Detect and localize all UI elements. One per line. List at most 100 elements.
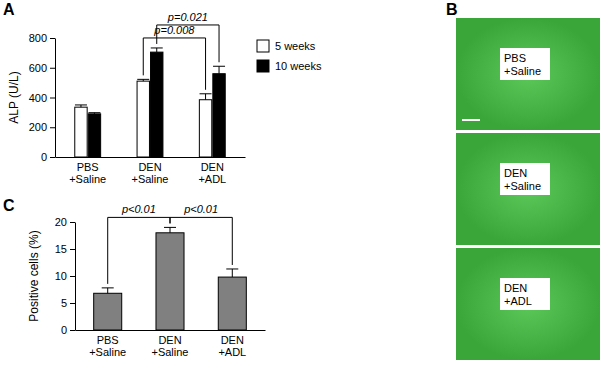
legend-swatch	[257, 60, 269, 72]
bracket-line	[143, 38, 205, 90]
x-axis	[56, 157, 246, 158]
tick-label: 5	[61, 297, 67, 309]
tick-label: 20	[55, 216, 67, 228]
bar	[151, 52, 163, 157]
tick-label: 10	[55, 270, 67, 282]
row-label: DEN+ADL	[504, 282, 532, 307]
tick: 10	[55, 270, 75, 282]
error-bar	[170, 227, 171, 232]
category-label: PBS+Saline	[69, 161, 106, 185]
error-cap	[200, 93, 212, 94]
text-line: +Saline	[69, 173, 106, 185]
tick-label: 600	[29, 62, 47, 74]
error-cap	[102, 287, 114, 288]
tick: 400	[29, 92, 55, 104]
tick-mark	[50, 68, 55, 69]
axis-line	[56, 157, 246, 158]
text-line: +Saline	[89, 346, 126, 358]
error-bar	[219, 66, 220, 73]
bar	[137, 81, 149, 157]
error-bar	[156, 48, 157, 52]
error-cap	[164, 227, 176, 228]
bar	[218, 277, 246, 330]
label-background	[500, 48, 550, 80]
tick-label: 0	[61, 324, 67, 336]
micrograph	[456, 18, 600, 130]
scale-bar	[462, 119, 480, 121]
panel-label: A	[3, 1, 15, 18]
text-line: +Saline	[151, 346, 188, 358]
text-line: PBS	[77, 161, 99, 173]
y-axis: 0 5 10 15 20	[55, 216, 76, 336]
annotation: p<0.01	[121, 203, 156, 215]
bar	[88, 114, 100, 157]
x-axis	[76, 330, 266, 331]
text-line: +Saline	[504, 65, 541, 77]
plot-marks	[75, 48, 225, 157]
bar	[213, 74, 225, 157]
tick-label: 200	[29, 121, 47, 133]
category-label: DEN+ADL	[218, 334, 246, 358]
tick-mark	[70, 249, 75, 250]
row-label: DEN+Saline	[504, 167, 541, 192]
text-line: DEN	[201, 161, 224, 173]
text-line: DEN	[158, 334, 181, 346]
axis-line	[76, 330, 266, 331]
text-line: +Saline	[504, 180, 541, 192]
y-axis-title: Positive cells (%)	[27, 230, 41, 321]
tick-mark	[50, 38, 55, 39]
bracket-line	[108, 217, 170, 283]
figure: 0200400600800PBS+SalineDEN+SalineDEN+ADL…	[0, 0, 602, 379]
error-bar	[205, 94, 206, 100]
text-line: +ADL	[504, 295, 532, 307]
significance-bracket: p=0.021	[157, 11, 219, 62]
image-panel: BPBS+SalineDEN+SalineDEN+ADL	[446, 1, 600, 360]
tick: 20	[55, 216, 75, 228]
error-cap	[213, 66, 225, 67]
significance-bracket: p<0.01	[170, 203, 232, 265]
annotation: p=0.021	[167, 11, 208, 23]
tick-mark	[70, 303, 75, 304]
y-axis-title: ALP (U/L)	[7, 71, 21, 123]
bar	[156, 233, 184, 330]
error-cap	[75, 104, 87, 105]
category-label: DEN+ADL	[198, 161, 226, 185]
tick: 0	[61, 324, 75, 336]
tick-label: 15	[55, 243, 67, 255]
text-line: +ADL	[218, 346, 246, 358]
panel-label: C	[3, 197, 15, 214]
text-line: PBS	[97, 334, 119, 346]
annotation: p=0.008	[153, 24, 195, 36]
tick: 0	[41, 151, 55, 163]
error-bar	[107, 288, 108, 293]
error-cap	[137, 79, 149, 80]
annotation: p<0.01	[183, 203, 218, 215]
tick-mark	[50, 157, 55, 158]
legend-label: 5 weeks	[275, 40, 316, 52]
tick-mark	[50, 127, 55, 128]
axis-line	[55, 39, 56, 158]
tick: 5	[61, 297, 75, 309]
label-background	[500, 278, 550, 310]
text-line: +ADL	[198, 173, 226, 185]
plot-marks	[94, 227, 247, 330]
tick-mark	[50, 98, 55, 99]
legend-swatch	[257, 40, 269, 52]
error-cap	[88, 112, 100, 113]
bar-chart: 0200400600800PBS+SalineDEN+SalineDEN+ADL…	[7, 11, 322, 185]
tick-label: 400	[29, 92, 47, 104]
text-line: DEN	[221, 334, 244, 346]
axis-line	[75, 223, 76, 331]
bracket-line	[157, 25, 219, 62]
tick-label: 800	[29, 32, 47, 44]
panel-label: B	[446, 1, 458, 18]
y-axis: 0 200 400 600 800	[29, 32, 56, 163]
text-line: DEN	[504, 167, 527, 179]
micrograph	[456, 133, 600, 245]
tick: 800	[29, 32, 55, 44]
legend: 5 weeks10 weeks	[257, 40, 322, 72]
category-label: DEN+Saline	[131, 161, 168, 185]
significance-bracket: p=0.008	[143, 24, 205, 90]
bar	[94, 293, 122, 330]
bar	[199, 100, 211, 157]
